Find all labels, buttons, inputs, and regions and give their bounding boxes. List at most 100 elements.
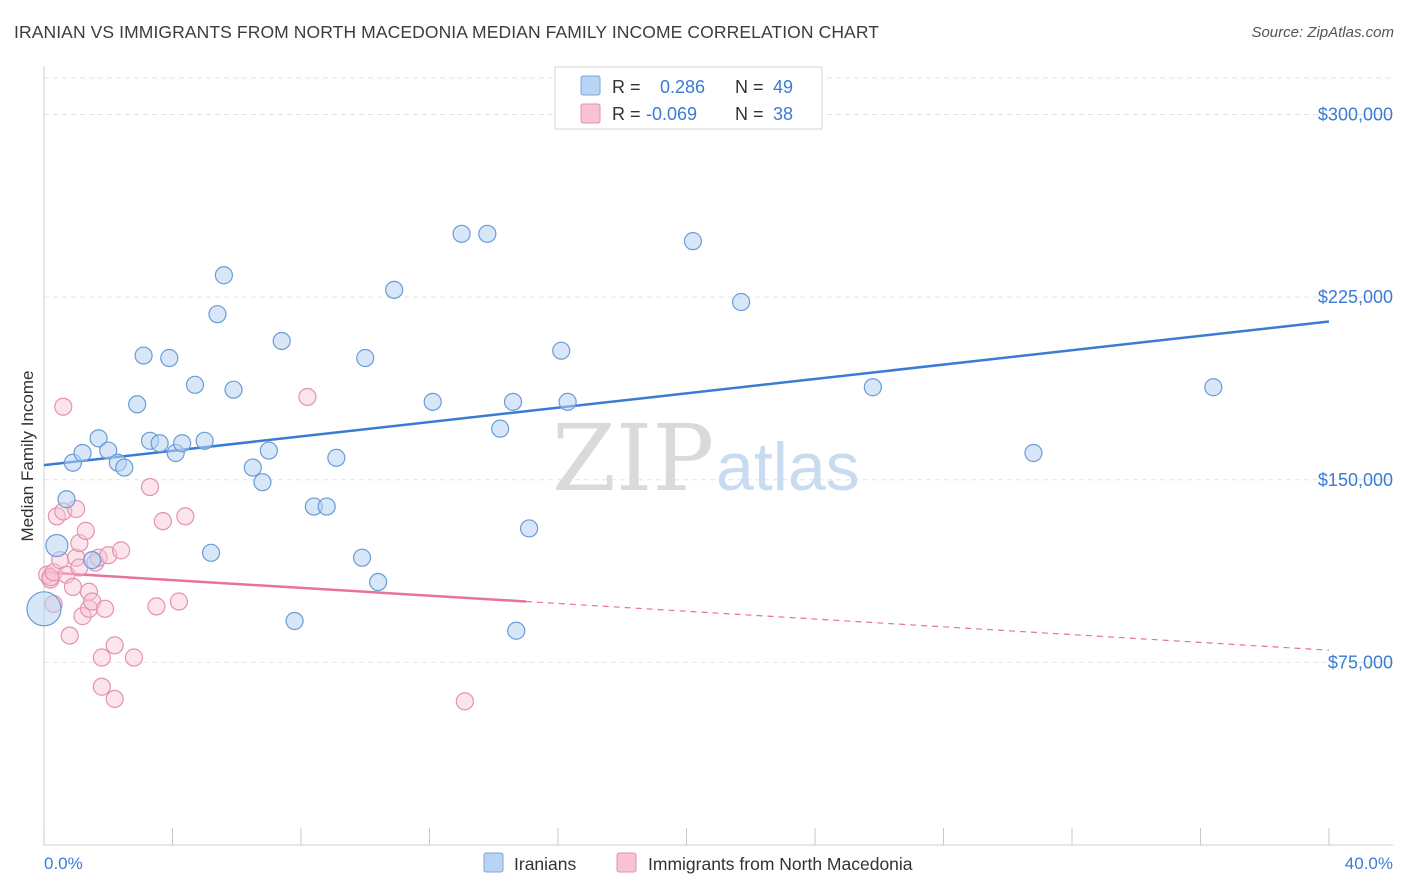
macedonia-point: [73, 607, 92, 626]
iranian-point: [185, 375, 205, 394]
iranian-point: [327, 448, 346, 467]
legend-r-value-1: 0.286: [660, 77, 705, 97]
watermark-atlas: atlas: [716, 429, 860, 505]
iranian-point: [552, 341, 571, 360]
trend-line-macedonia-extension: [525, 600, 1330, 651]
trend-lines: [43, 320, 1330, 651]
macedonia-point: [176, 507, 195, 526]
macedonia-point: [124, 648, 144, 667]
iranian-point: [26, 591, 62, 627]
y-tick-label: $300,000: [1318, 105, 1393, 125]
iranian-point: [491, 419, 510, 438]
iranian-point: [732, 292, 751, 312]
iranian-point: [115, 458, 134, 477]
chart-source: Source: ZipAtlas.com: [1251, 24, 1394, 41]
iranian-point: [134, 346, 153, 365]
iranian-point: [1024, 443, 1043, 463]
iranian-point: [150, 434, 169, 453]
x-tick-label-min: 0.0%: [44, 854, 83, 873]
iranian-point: [452, 224, 471, 243]
macedonia-point: [298, 387, 317, 407]
iranian-point: [683, 232, 703, 251]
macedonia-point: [105, 636, 124, 655]
macedonia-point: [140, 477, 160, 497]
iranian-point: [356, 348, 375, 368]
axes: [43, 66, 1393, 846]
macedonia-point: [63, 577, 83, 596]
iranian-point: [863, 378, 882, 397]
iranian-point: [83, 551, 102, 570]
iranian-point: [352, 548, 372, 567]
trend-line-macedonia: [43, 571, 526, 603]
iranian-point: [385, 280, 404, 299]
macedonia-point: [169, 592, 189, 611]
bottom-legend-swatch-iranians: [483, 852, 504, 873]
legend-swatch-macedonia: [580, 103, 601, 124]
y-tick-labels: $75,000 $150,000 $225,000 $300,000: [1318, 105, 1393, 673]
iranian-point: [214, 266, 233, 285]
iranian-point: [89, 429, 108, 448]
top-legend: R = 0.286 N = 49 R = -0.069 N = 38: [554, 66, 823, 130]
legend-n-label-2: N =: [735, 104, 764, 124]
macedonia-point: [54, 397, 73, 416]
iranian-point: [507, 621, 526, 640]
trend-line-iranians: [43, 320, 1330, 467]
iranian-point: [317, 497, 336, 516]
legend-n-value-1: 49: [773, 77, 793, 97]
iranian-point: [423, 392, 442, 411]
legend-r-label-2: R =: [612, 104, 641, 124]
watermark-zip: ZIP: [552, 405, 714, 512]
iranian-point: [57, 490, 76, 509]
y-tick-label: $75,000: [1328, 652, 1393, 672]
iranian-point: [99, 441, 118, 460]
macedonia-point: [95, 599, 115, 618]
y-axis-label: Median Family Income: [18, 370, 37, 541]
legend-n-label-1: N =: [735, 77, 764, 97]
macedonia-point: [105, 689, 124, 709]
iranian-point: [253, 473, 272, 492]
chart-title: IRANIAN VS IMMIGRANTS FROM NORTH MACEDON…: [14, 22, 880, 42]
iranian-point: [272, 331, 291, 351]
iranian-point: [503, 392, 523, 411]
legend-swatch-iranians: [580, 75, 601, 96]
iranian-point: [160, 348, 179, 368]
legend-r-label-1: R =: [612, 77, 641, 97]
bottom-legend-iranians: Iranians: [514, 854, 577, 874]
iranian-point: [259, 441, 278, 460]
macedonia-point: [79, 582, 99, 601]
iranian-point: [369, 572, 388, 592]
macedonia-point: [76, 521, 95, 540]
iranian-point: [478, 224, 497, 243]
y-tick-label: $150,000: [1318, 470, 1393, 490]
bottom-legend-swatch-macedonia: [616, 852, 637, 873]
bottom-legend: Iranians Immigrants from North Macedonia: [483, 852, 913, 874]
grid-lines: [44, 77, 1393, 663]
macedonia-point: [92, 677, 111, 696]
y-tick-label: $225,000: [1318, 287, 1393, 307]
iranian-point: [1204, 378, 1223, 397]
macedonia-point: [147, 597, 166, 616]
iranian-point: [519, 519, 539, 538]
bottom-legend-macedonia: Immigrants from North Macedonia: [648, 854, 913, 874]
iranian-point: [243, 458, 262, 477]
x-tick-label-max: 40.0%: [1345, 854, 1393, 873]
iranian-point: [73, 443, 92, 463]
iranian-point: [45, 533, 69, 558]
iranian-point: [195, 431, 214, 450]
macedonia-point: [455, 692, 474, 711]
macedonia-point: [111, 541, 131, 560]
iranian-point: [285, 611, 304, 631]
macedonia-point: [92, 648, 111, 667]
legend-n-value-2: 38: [773, 104, 793, 124]
legend-r-value-2: -0.069: [646, 104, 697, 124]
iranian-point: [558, 392, 577, 411]
iranian-point: [173, 434, 192, 453]
data-points: [26, 224, 1223, 711]
macedonia-point: [60, 626, 79, 645]
iranian-point: [224, 380, 243, 399]
macedonia-point: [153, 512, 172, 531]
iranian-point: [208, 305, 227, 324]
iranian-point: [201, 543, 221, 562]
iranian-point: [128, 395, 147, 414]
